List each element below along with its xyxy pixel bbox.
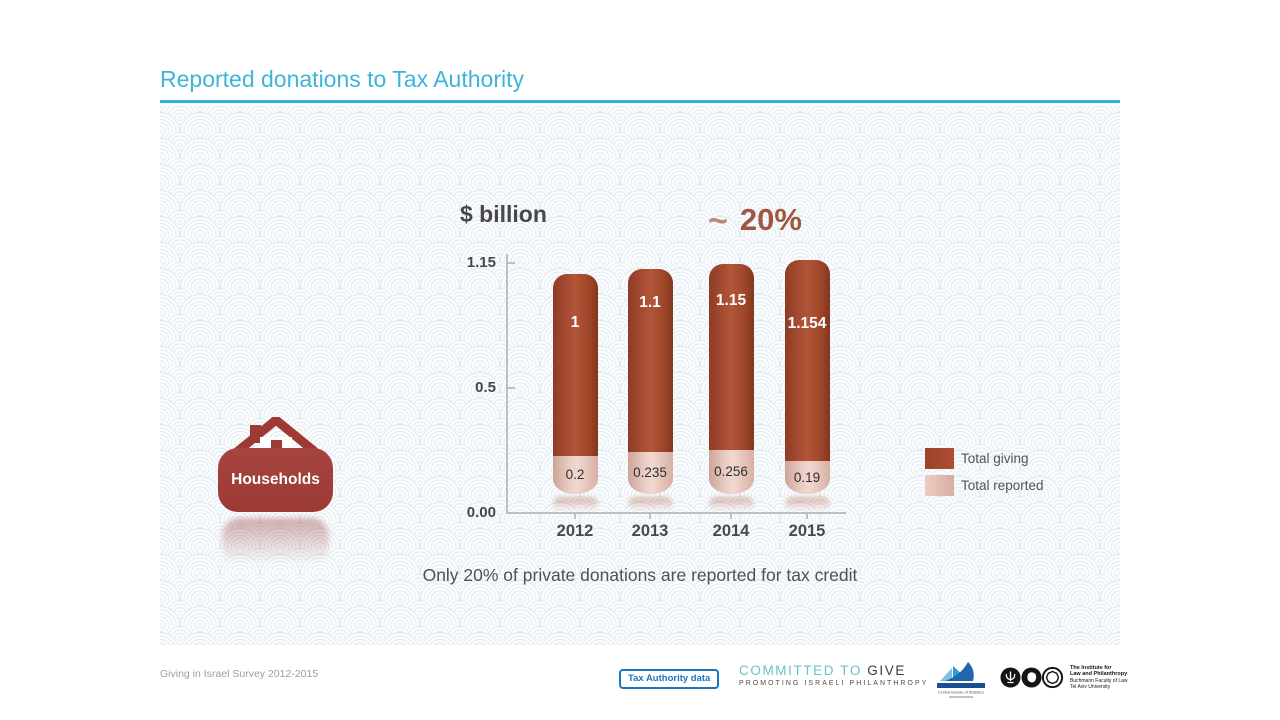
bar-label-total-reported: 0.2	[565, 466, 585, 482]
institute-line4: Tel Aviv University	[1070, 684, 1111, 691]
source-note: Giving in Israel Survey 2012-2015	[160, 668, 319, 680]
ctg-tagline: PROMOTING ISRAELI PHILANTHROPY	[739, 680, 929, 687]
bar-2012: 1 0.2	[552, 274, 598, 494]
bar-reflection	[552, 497, 598, 511]
cbs-caption-text: Central Bureau of Statistics	[938, 691, 984, 695]
x-axis-tick	[649, 514, 651, 519]
x-axis-tick	[574, 514, 576, 519]
x-axis-tick	[806, 514, 808, 519]
tax-authority-data-button[interactable]: Tax Authority data	[619, 669, 720, 689]
households-reflection	[222, 518, 329, 564]
y-tick-label-zero: 0.00	[466, 504, 496, 521]
bar-segment-total-giving: 1.15	[708, 264, 754, 450]
legend-label-total-giving: Total giving	[961, 451, 1029, 466]
bar-segment-total-reported: 0.256	[708, 450, 754, 494]
bar-label-total-giving: 1.154	[787, 315, 827, 332]
bar-2014: 1.15 0.256	[708, 264, 754, 494]
households-box: Households	[218, 448, 333, 512]
x-axis-tick	[730, 514, 732, 519]
legend-swatch-total-reported	[925, 475, 954, 496]
x-axis-label: 2015	[788, 522, 826, 540]
title-underline	[160, 100, 1120, 103]
y-tick-0.5	[508, 387, 515, 389]
y-axis-line	[506, 254, 508, 513]
annotation-20pct: ~20%	[708, 202, 802, 241]
cbs-logo: Central Bureau of Statistics	[937, 662, 985, 698]
bar-reflection	[784, 497, 830, 511]
bar-segment-total-giving: 1	[552, 274, 598, 456]
institute-line2: Law and Philanthropy	[1070, 671, 1128, 678]
y-tick-1.15	[508, 262, 515, 264]
page-title: Reported donations to Tax Authority	[160, 66, 524, 92]
ctg-wordmark-teal: COMMITTED TO	[739, 663, 862, 678]
tilde-symbol: ~	[708, 202, 728, 240]
annotation-value: 20%	[739, 202, 802, 237]
x-axis-line	[506, 512, 846, 514]
ctg-wordmark-dark: GIVE	[861, 663, 906, 678]
bar-label-total-giving: 1	[570, 314, 580, 331]
bar-label-total-reported: 0.19	[793, 469, 821, 485]
legend-label-total-reported: Total reported	[961, 478, 1044, 493]
bar-segment-total-reported: 0.2	[552, 456, 598, 494]
bar-2015: 1.154 0.19	[784, 260, 830, 494]
institute-line3: Buchmann Faculty of Law	[1070, 677, 1128, 684]
y-tick-label-mid: 0.5	[475, 379, 496, 396]
households-label: Households	[231, 471, 320, 488]
legend-swatch-total-giving	[925, 448, 954, 469]
bar-segment-total-reported: 0.235	[627, 452, 673, 494]
chart-caption: Only 20% of private donations are report…	[422, 565, 858, 585]
bar-segment-total-giving: 1.1	[627, 269, 673, 452]
bar-label-total-reported: 0.235	[633, 464, 667, 480]
y-tick-label-top: 1.15	[466, 254, 496, 271]
x-axis-label: 2014	[712, 522, 750, 540]
bar-label-total-giving: 1.1	[639, 294, 661, 311]
institute-line1: The Institute for	[1070, 665, 1112, 671]
bar-reflection	[708, 497, 754, 511]
bar-segment-total-reported: 0.19	[784, 461, 830, 494]
tau-circles-logo	[1000, 666, 1064, 689]
bar-label-total-reported: 0.256	[714, 463, 748, 479]
committed-to-give-logo: COMMITTED TO GIVE PROMOTING ISRAELI PHIL…	[739, 663, 929, 687]
ctg-wordmark: COMMITTED TO GIVE	[739, 663, 904, 678]
y-axis-unit-label: $ billion	[460, 201, 547, 227]
bar-reflection	[627, 497, 673, 511]
x-axis-label: 2012	[556, 522, 594, 540]
bar-segment-total-giving: 1.154	[784, 260, 830, 461]
institute-logo-text: The Institute for Law and Philanthropy B…	[1070, 665, 1128, 690]
bar-2013: 1.1 0.235	[627, 269, 673, 494]
bar-label-total-giving: 1.15	[715, 292, 747, 309]
x-axis-label: 2013	[631, 522, 669, 540]
